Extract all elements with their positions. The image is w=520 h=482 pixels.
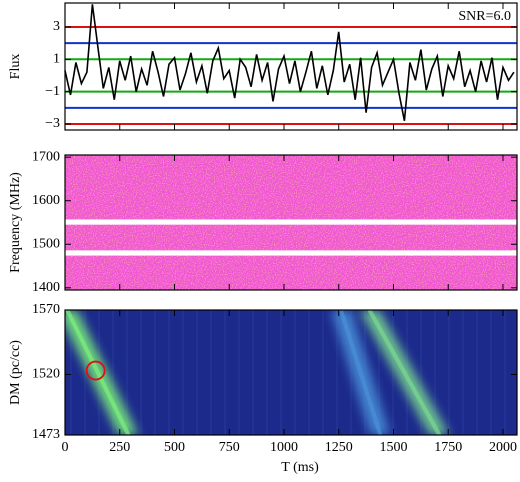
masked-band [65, 219, 517, 225]
dispersion-track-core [367, 310, 442, 435]
x-tick-label: 250 [109, 440, 130, 455]
y-tick-label: −1 [45, 84, 60, 99]
x-tick-label: 1250 [325, 440, 353, 455]
y-tick-label: 1700 [32, 149, 60, 164]
dispersion-track-core [339, 310, 383, 435]
y-tick-label: 1600 [32, 193, 60, 208]
panel-frame [64, 309, 518, 436]
y-tick-label: −3 [45, 116, 60, 131]
y-axis-label: Frequency (MHz) [8, 172, 23, 273]
x-tick-label: 1750 [434, 440, 462, 455]
annotation: SNR=6.0 [458, 9, 511, 24]
y-tick-label: 1473 [32, 427, 60, 442]
masked-band [65, 250, 517, 256]
y-tick-label: 1400 [32, 280, 60, 295]
y-tick-label: 1520 [32, 367, 60, 382]
x-tick-label: 0 [62, 440, 69, 455]
dispersion-track-core [65, 310, 131, 435]
panel-frame [64, 2, 518, 131]
y-tick-label: 3 [53, 19, 60, 34]
y-tick-label: 1500 [32, 236, 60, 251]
y-axis-label: Flux [8, 54, 23, 80]
x-tick-label: 1500 [379, 440, 407, 455]
panel-frame [64, 154, 518, 291]
heatmap-background [65, 310, 517, 435]
x-axis-label: T (ms) [281, 460, 319, 475]
x-tick-label: 500 [164, 440, 185, 455]
y-axis-label: DM (pc/cc) [8, 340, 23, 405]
x-tick-label: 750 [219, 440, 240, 455]
tracks [65, 310, 506, 435]
x-tick-label: 2000 [489, 440, 517, 455]
flux-line [64, 4, 515, 121]
y-tick-label: 1 [53, 52, 60, 67]
candidate-marker [85, 360, 106, 381]
y-tick-label: 1570 [32, 302, 60, 317]
x-tick-label: 1000 [270, 440, 298, 455]
